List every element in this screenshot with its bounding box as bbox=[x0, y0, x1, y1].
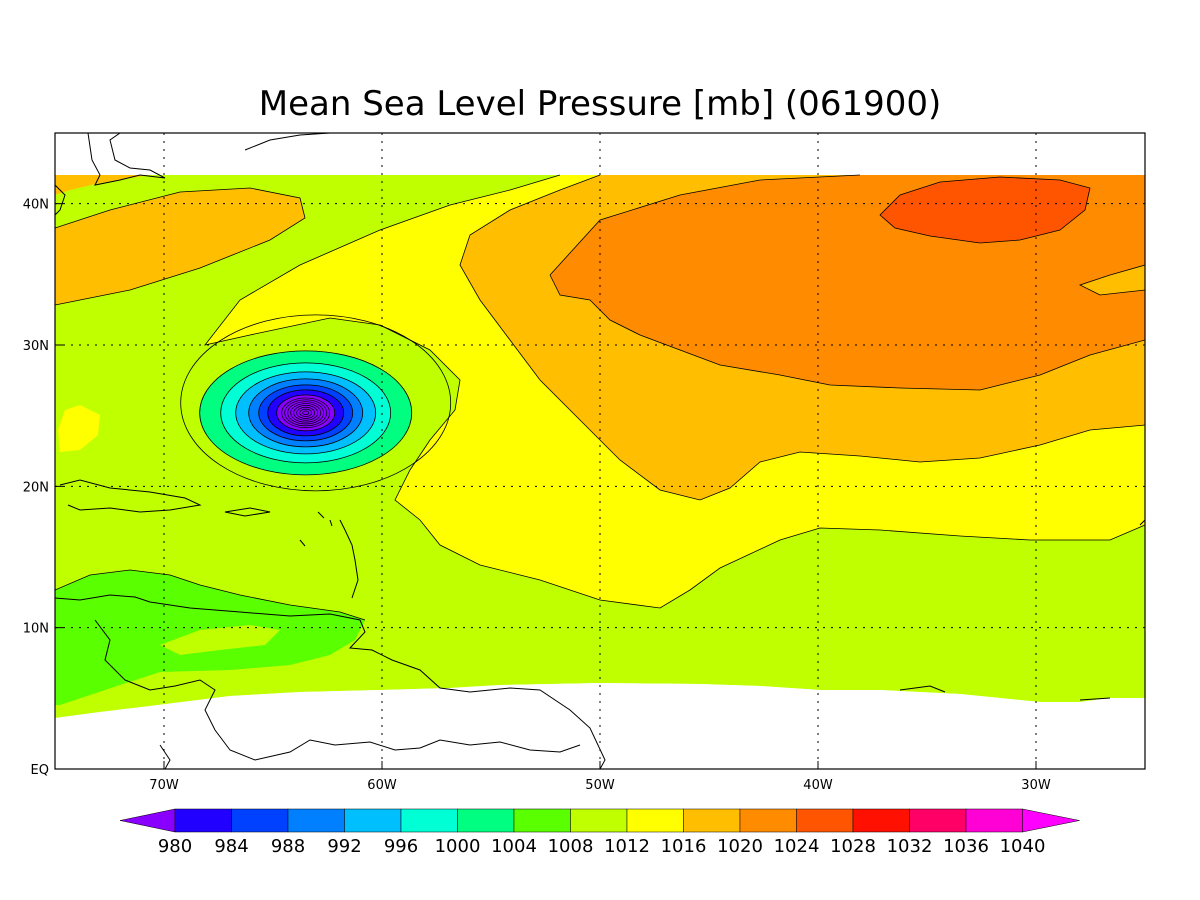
colorbar-label: 1040 bbox=[1000, 836, 1046, 857]
x-axis-ticks: 70W 60W 50W 40W 30W bbox=[149, 761, 1051, 793]
isobar-ring bbox=[287, 401, 325, 425]
colorbar-swatch bbox=[626, 808, 684, 833]
colorbar-label: 980 bbox=[158, 836, 192, 857]
colorbar-swatch bbox=[796, 808, 854, 833]
colorbar-label: 1012 bbox=[604, 836, 650, 857]
y-tick-label: 10N bbox=[23, 622, 49, 637]
colorbar-label: 992 bbox=[327, 836, 361, 857]
isobar-lines bbox=[55, 174, 1145, 621]
isobar-ring-outer bbox=[180, 314, 452, 492]
field-1012-bahamas bbox=[58, 405, 100, 452]
colorbar-swatch bbox=[344, 808, 402, 833]
colorbar-swatch bbox=[287, 808, 345, 833]
coastlines bbox=[55, 133, 1145, 769]
colorbar-swatch bbox=[683, 808, 741, 833]
field-1016-1020-nw bbox=[55, 175, 150, 195]
y-tick-label: 30N bbox=[23, 339, 49, 354]
y-axis-ticks: EQ 10N 20N 30N 40N bbox=[23, 198, 63, 778]
no-data-north bbox=[55, 133, 1145, 175]
colorbar-swatch bbox=[909, 808, 967, 833]
lat-lon-grid bbox=[55, 133, 1145, 769]
colorbar-label: 1000 bbox=[435, 836, 481, 857]
field-1024-1028 bbox=[880, 177, 1090, 243]
colorbar-label: 1032 bbox=[887, 836, 933, 857]
colorbar-swatch bbox=[174, 808, 232, 833]
map-title: Mean Sea Level Pressure [mb] (061900) bbox=[259, 84, 942, 124]
colorbar-label: 1024 bbox=[774, 836, 820, 857]
colorbar-arrow-left bbox=[119, 808, 176, 833]
isobar-ring bbox=[293, 405, 319, 421]
colorbar-label: 1008 bbox=[548, 836, 594, 857]
isobar-band bbox=[276, 394, 336, 432]
isobar-ring bbox=[290, 403, 322, 423]
isobar-ring bbox=[281, 397, 331, 429]
y-tick-label: 40N bbox=[23, 198, 49, 213]
colorbar-label: 1036 bbox=[943, 836, 989, 857]
colorbar: 980 984 988 992 996 1000 1004 1008 1012 1016 1020 1… bbox=[119, 808, 1080, 857]
colorbar-swatch bbox=[852, 808, 910, 833]
x-tick-label: 30W bbox=[1021, 778, 1051, 793]
colorbar-swatch bbox=[739, 808, 797, 833]
colorbar-swatch bbox=[400, 808, 458, 833]
colorbar-swatch bbox=[965, 808, 1023, 833]
hurricane-low-pressure-center bbox=[180, 314, 452, 492]
pressure-field bbox=[55, 133, 1145, 769]
isobar-ring bbox=[302, 410, 310, 416]
isobar-ring bbox=[296, 406, 316, 419]
isobar-ring bbox=[299, 408, 313, 417]
colorbar-label: 988 bbox=[271, 836, 305, 857]
field-1008-island bbox=[160, 625, 280, 655]
colorbar-swatch bbox=[513, 808, 571, 833]
colorbar-label: 984 bbox=[214, 836, 248, 857]
x-tick-label: 50W bbox=[585, 778, 615, 793]
y-tick-label: 20N bbox=[23, 480, 49, 495]
y-tick-label: EQ bbox=[31, 763, 49, 778]
colorbar-swatch bbox=[457, 808, 515, 833]
colorbar-label: 996 bbox=[384, 836, 418, 857]
colorbar-label: 1016 bbox=[661, 836, 707, 857]
no-data-strip bbox=[1110, 715, 1145, 769]
colorbar-label: 1020 bbox=[717, 836, 763, 857]
isobar-ring bbox=[284, 399, 328, 427]
colorbar-swatch bbox=[231, 808, 289, 833]
x-tick-label: 70W bbox=[149, 778, 179, 793]
x-tick-label: 40W bbox=[803, 778, 833, 793]
colorbar-arrow-right bbox=[1022, 808, 1080, 833]
colorbar-swatch bbox=[570, 808, 628, 833]
field-1016-1020-west bbox=[55, 188, 305, 305]
x-tick-label: 60W bbox=[367, 778, 397, 793]
colorbar-label: 1028 bbox=[830, 836, 876, 857]
colorbar-label: 1004 bbox=[491, 836, 537, 857]
